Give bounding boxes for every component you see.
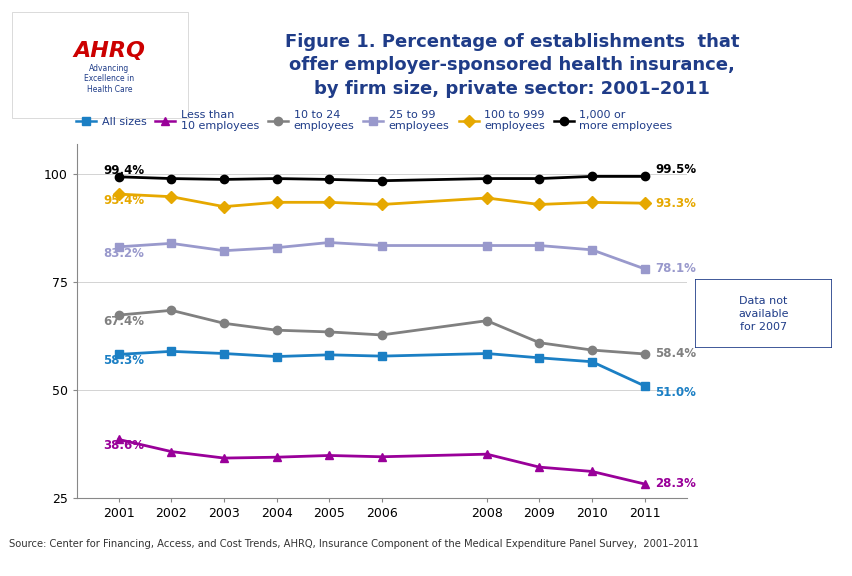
Text: Figure 1. Percentage of establishments  that
offer employer-sponsored health ins: Figure 1. Percentage of establishments t… — [285, 33, 738, 98]
Text: 58.3%: 58.3% — [103, 354, 144, 367]
Text: 58.4%: 58.4% — [654, 347, 695, 361]
Text: 99.5%: 99.5% — [654, 164, 695, 176]
Text: Advancing
Excellence in
Health Care: Advancing Excellence in Health Care — [84, 64, 135, 94]
Legend: All sizes, Less than
10 employees, 10 to 24
employees, 25 to 99
employees, 100 t: All sizes, Less than 10 employees, 10 to… — [76, 110, 671, 131]
Text: Data not
available
for 2007: Data not available for 2007 — [737, 295, 788, 332]
Text: 67.4%: 67.4% — [103, 315, 144, 328]
FancyBboxPatch shape — [12, 12, 188, 118]
Text: 83.2%: 83.2% — [103, 247, 144, 260]
FancyBboxPatch shape — [694, 279, 831, 348]
Text: Source: Center for Financing, Access, and Cost Trends, AHRQ, Insurance Component: Source: Center for Financing, Access, an… — [9, 539, 698, 550]
Text: 28.3%: 28.3% — [654, 478, 695, 491]
Text: 78.1%: 78.1% — [654, 262, 695, 275]
Text: 38.6%: 38.6% — [103, 439, 144, 453]
Text: AHRQ: AHRQ — [73, 41, 145, 60]
Text: 99.4%: 99.4% — [103, 164, 144, 177]
Text: 51.0%: 51.0% — [654, 386, 695, 399]
Text: 95.4%: 95.4% — [103, 194, 144, 207]
Text: 93.3%: 93.3% — [654, 196, 695, 210]
